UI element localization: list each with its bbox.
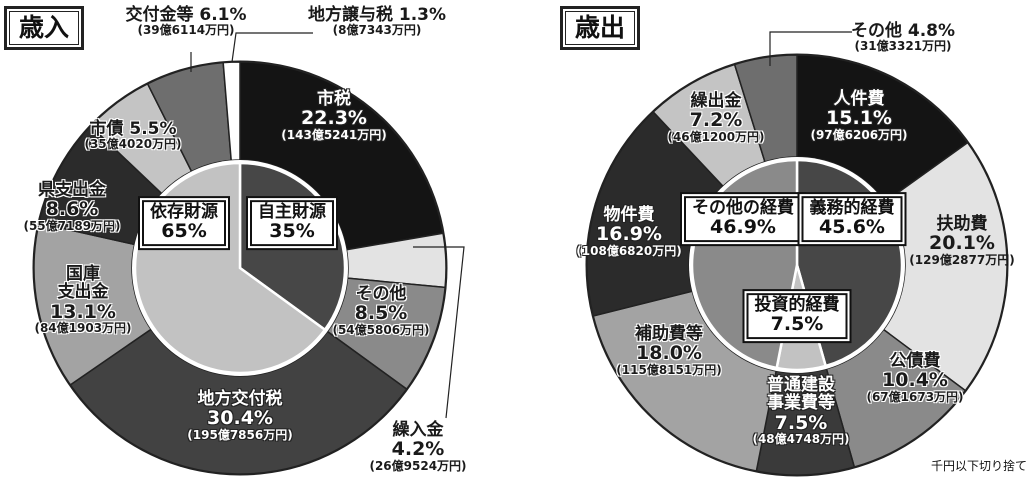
label-kurikomi: 繰入金 4.2% (26億9524万円) — [369, 420, 467, 473]
inner-label-sonota-keihi: その他の経費 46.9% — [682, 194, 804, 244]
label-koufuzei: 地方交付税 30.4% (195億7856万円) — [187, 389, 293, 442]
inner-label-toushi: 投資的経費 7.5% — [744, 291, 850, 341]
revenue-title: 歳入 — [4, 6, 84, 50]
label-koufukin: 交付金等 6.1% (39億6114万円) — [125, 5, 247, 38]
label-bukken: 物件費 16.9% (108億6820万円) — [576, 205, 682, 258]
label-sonota: その他 8.5% (54億5806万円) — [332, 284, 430, 337]
label-kokko: 国庫 支出金 13.1% (84億1903万円) — [34, 264, 132, 336]
leader-line-kurikomi — [413, 246, 465, 419]
expenditure-title: 歳出 — [560, 6, 640, 50]
label-sonota-exp: その他 4.8% (31億3321万円) — [850, 21, 956, 54]
label-shisai: 市債 5.5% (35億4020万円) — [84, 119, 182, 152]
revenue-donut — [32, 60, 448, 476]
label-shizei: 市税 22.3% (143億5241万円) — [281, 89, 387, 142]
inner-label-gimu: 義務的経費 45.6% — [799, 194, 905, 244]
label-hojo: 補助費等 18.0% (115億8151万円) — [616, 324, 722, 377]
inner-label-jishu: 自主財源 35% — [248, 198, 336, 248]
inner-label-izon: 依存財源 65% — [140, 198, 228, 248]
label-kousai: 公債費 10.4% (67億1673万円) — [866, 351, 964, 404]
label-jinken: 人件費 15.1% (97億6206万円) — [810, 89, 908, 142]
label-kensetsu: 普通建設 事業費等 7.5% (48億4748万円) — [752, 375, 850, 447]
label-ken: 県支出金 8.6% (55億7189万円) — [23, 180, 121, 233]
label-fujo: 扶助費 20.1% (129億2877万円) — [909, 214, 1015, 267]
label-kuridashi: 繰出金 7.2% (46億1200万円) — [667, 91, 765, 144]
footnote: 千円以下切り捨て — [930, 459, 1027, 473]
leader-line-sonota-exp — [769, 31, 852, 66]
label-jouyo: 地方譲与税 1.3% (8億7343万円) — [307, 5, 447, 38]
leader-line-jouyo — [231, 32, 313, 63]
